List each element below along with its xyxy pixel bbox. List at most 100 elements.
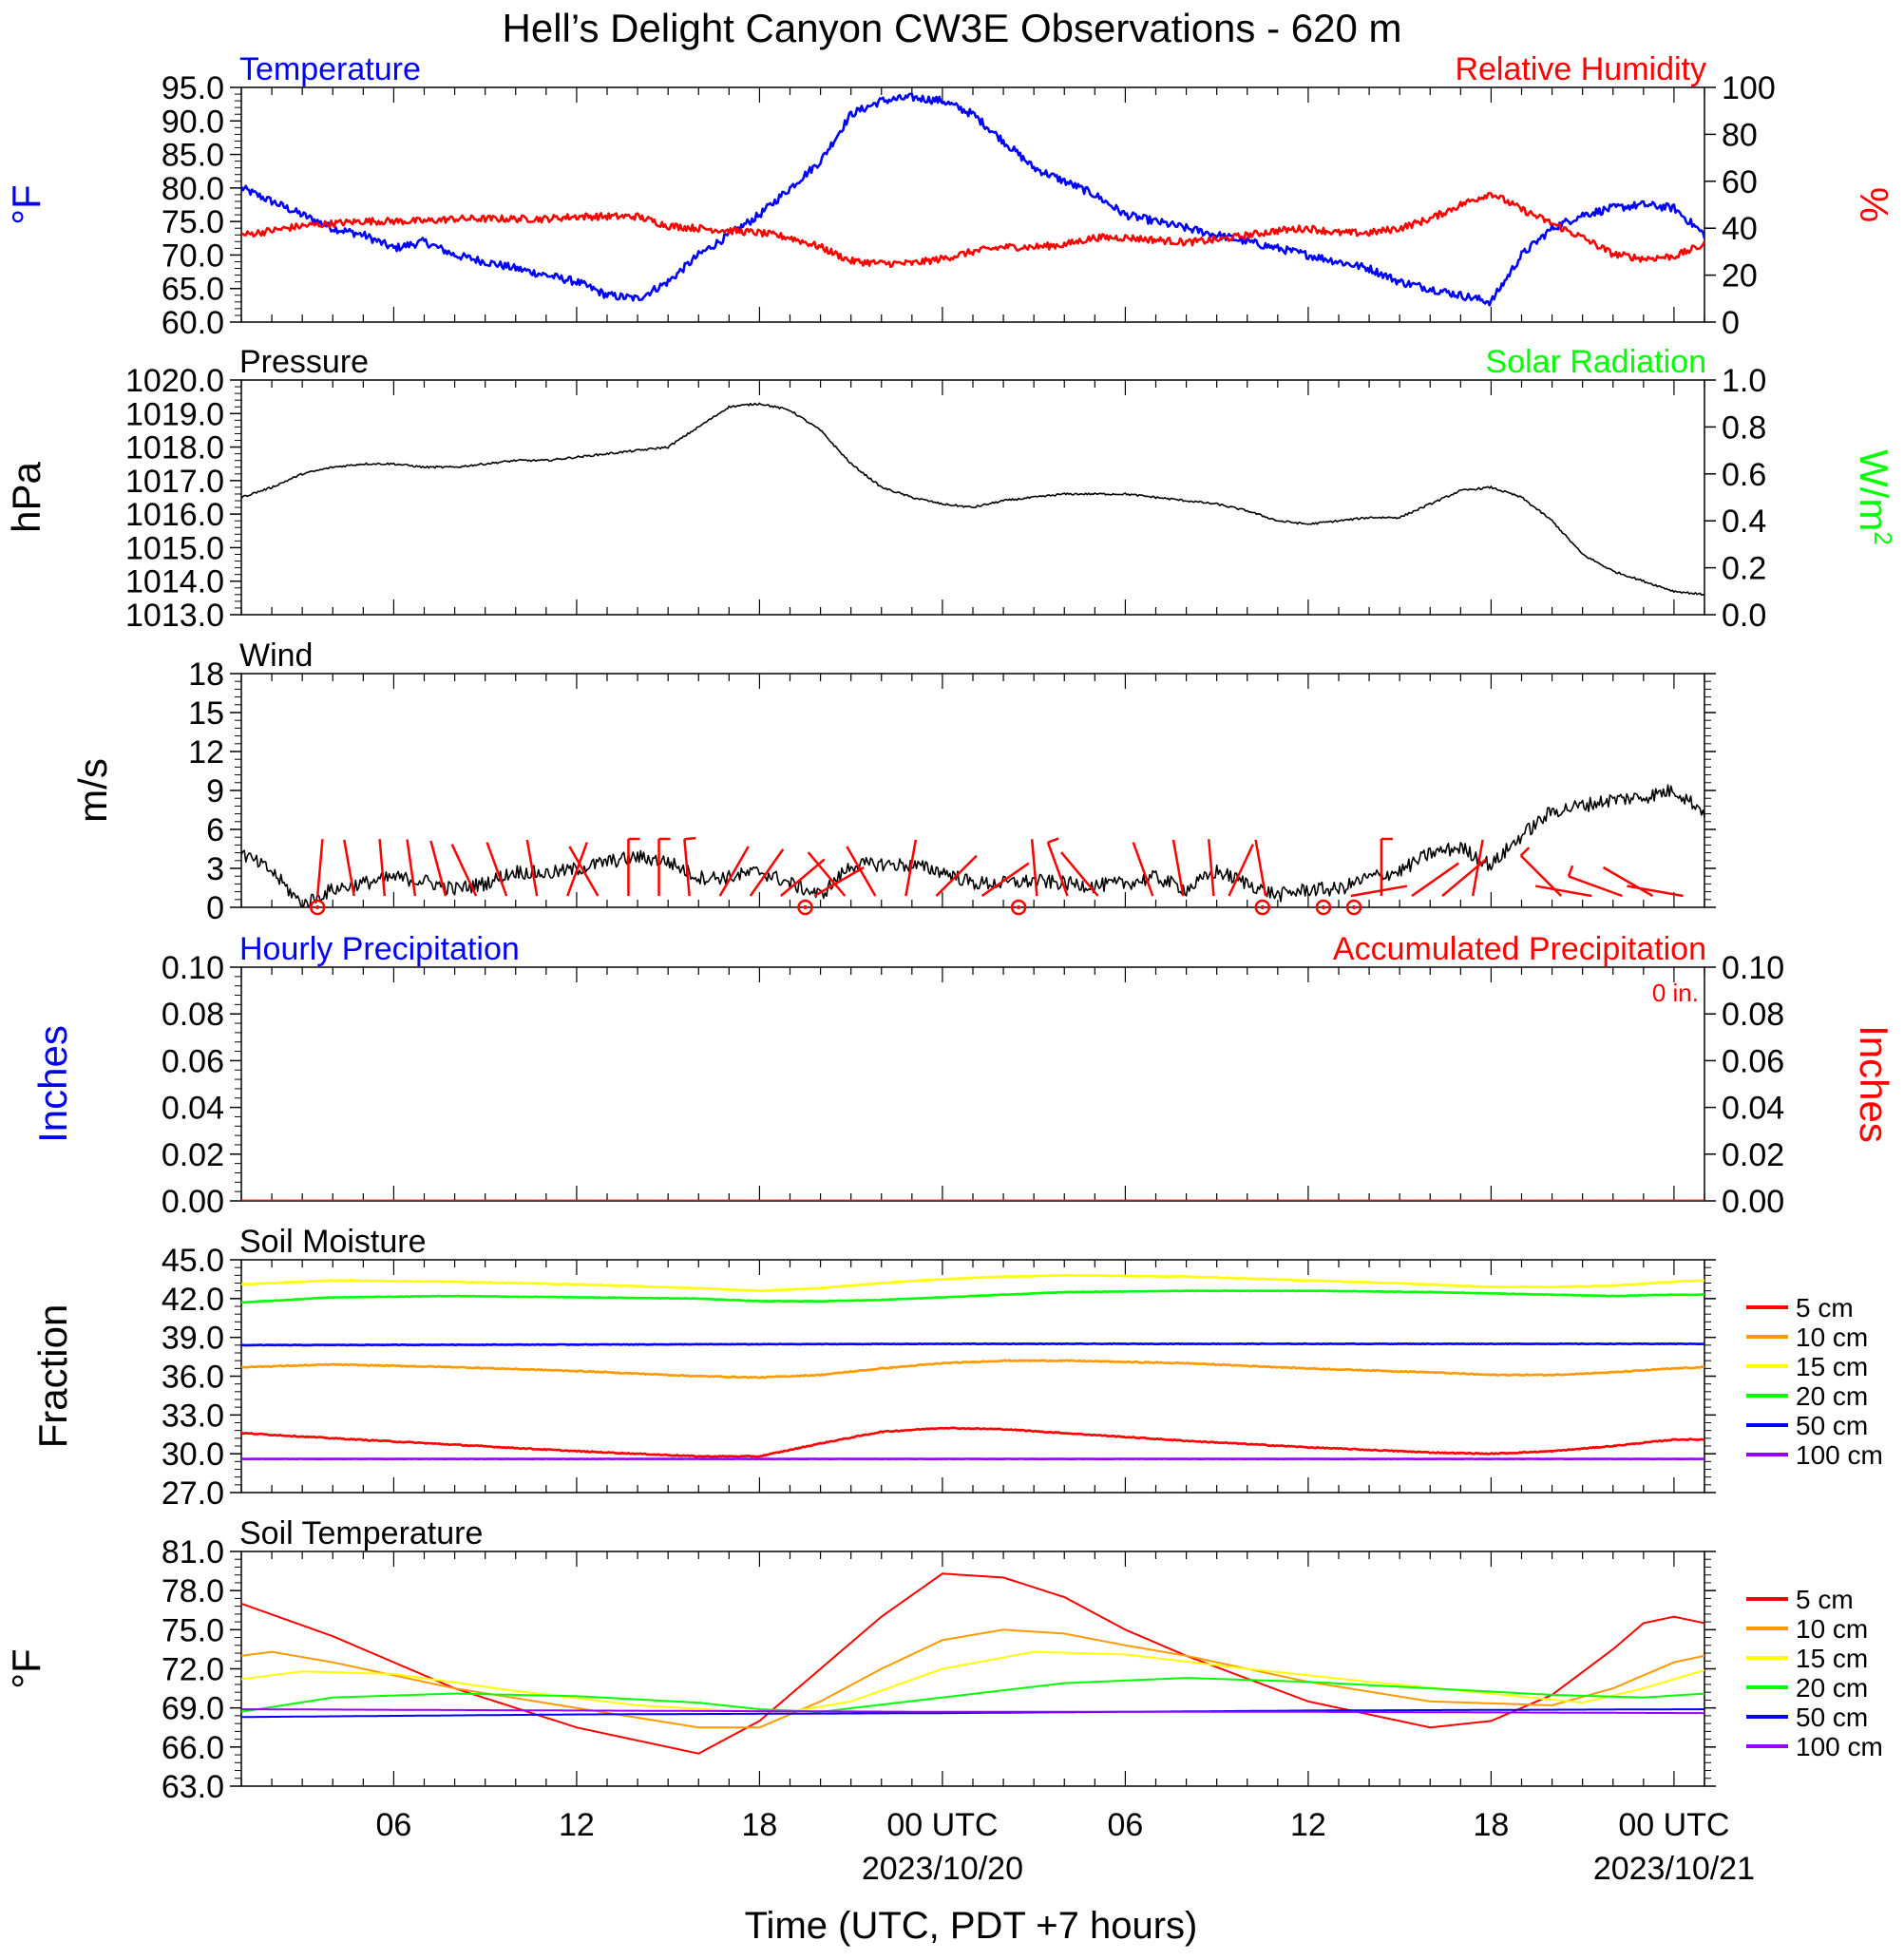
- legend-label: 15 cm: [1796, 1352, 1868, 1381]
- y-axis-title: °F: [4, 184, 48, 224]
- y-right-tick-label: 60: [1722, 164, 1758, 200]
- chart-title: Hell’s Delight Canyon CW3E Observations …: [503, 6, 1402, 50]
- y-tick-label: 0.06: [162, 1043, 224, 1079]
- x-tick-label: 00 UTC: [886, 1807, 998, 1843]
- panel-title-left: Soil Moisture: [239, 1224, 427, 1260]
- y-right-tick-label: 0.10: [1722, 950, 1784, 986]
- y-tick-label: 78.0: [162, 1573, 224, 1609]
- y-tick-label: 1019.0: [125, 396, 224, 432]
- plot-frame: [241, 87, 1704, 322]
- y-right-tick-label: 0.0: [1722, 598, 1766, 634]
- y-right-tick-label: 0.02: [1722, 1137, 1784, 1173]
- panel-pressure: 1020.01019.01018.01017.01016.01015.01014…: [4, 344, 1897, 634]
- y-tick-label: 75.0: [162, 1612, 224, 1648]
- y-tick-label: 30.0: [162, 1437, 224, 1473]
- x-tick-label: 12: [1290, 1807, 1326, 1843]
- legend-label: 5 cm: [1796, 1585, 1854, 1614]
- y-right-tick-label: 0.08: [1722, 997, 1784, 1033]
- wind-barb-feather: [684, 838, 695, 839]
- y-axis-title-right: Inches: [1852, 1025, 1896, 1143]
- y-tick-label: 39.0: [162, 1321, 224, 1357]
- y-right-tick-label: 0.8: [1722, 409, 1766, 446]
- panel-title-left: Soil Temperature: [239, 1515, 483, 1551]
- panel-precip: 0.100.080.060.040.020.000.100.080.060.04…: [30, 931, 1896, 1220]
- legend-label: 15 cm: [1796, 1644, 1868, 1673]
- legend-label: 10 cm: [1796, 1614, 1868, 1644]
- y-right-tick-label: 1.0: [1722, 363, 1766, 399]
- calm-wind-dot: [1017, 905, 1020, 909]
- plot-frame: [241, 967, 1704, 1201]
- legend-label: 5 cm: [1796, 1293, 1854, 1323]
- plot-frame: [241, 1551, 1704, 1786]
- y-tick-label: 0.10: [162, 950, 224, 986]
- y-tick-label: 27.0: [162, 1475, 224, 1512]
- panel-title-left: Wind: [239, 637, 313, 674]
- panel-temp_rh: 95.090.085.080.075.070.065.060.010080604…: [4, 51, 1896, 341]
- y-tick-label: 0.00: [162, 1184, 224, 1220]
- panel-title-right: Solar Radiation: [1486, 344, 1706, 380]
- y-right-tick-label: 0.06: [1722, 1043, 1784, 1079]
- panels: 95.090.085.080.075.070.065.060.010080604…: [4, 51, 1897, 1805]
- panel-title-left: Temperature: [239, 51, 421, 87]
- y-tick-label: 75.0: [162, 204, 224, 240]
- y-tick-label: 0.02: [162, 1137, 224, 1173]
- y-tick-label: 1015.0: [125, 530, 224, 566]
- y-right-tick-label: 100: [1722, 70, 1776, 106]
- y-tick-label: 72.0: [162, 1652, 224, 1688]
- x-tick-label: 12: [559, 1807, 595, 1843]
- y-right-tick-label: 0.4: [1722, 504, 1766, 540]
- y-tick-label: 60.0: [162, 305, 224, 341]
- y-right-tick-label: 40: [1722, 211, 1758, 247]
- y-right-tick-label: 0: [1722, 305, 1740, 341]
- y-axis-title-right: W/m2: [1852, 449, 1897, 545]
- y-tick-label: 18: [188, 657, 224, 693]
- panel-title-left: Pressure: [239, 344, 369, 380]
- calm-wind-dot: [1322, 905, 1325, 909]
- panel-title-right: Relative Humidity: [1455, 51, 1706, 87]
- y-tick-label: 1014.0: [125, 564, 224, 600]
- panel-title-right: Accumulated Precipitation: [1333, 931, 1706, 967]
- calm-wind-dot: [1352, 905, 1356, 909]
- y-tick-label: 9: [206, 773, 224, 809]
- y-tick-label: 15: [188, 695, 224, 732]
- y-tick-label: 90.0: [162, 104, 224, 140]
- y-tick-label: 85.0: [162, 138, 224, 174]
- y-tick-label: 12: [188, 734, 224, 771]
- y-right-tick-label: 0.2: [1722, 551, 1766, 587]
- legend-label: 50 cm: [1796, 1703, 1868, 1732]
- y-tick-label: 66.0: [162, 1730, 224, 1766]
- x-tick-label: 18: [1474, 1807, 1510, 1843]
- legend-label: 10 cm: [1796, 1323, 1868, 1352]
- y-tick-label: 1016.0: [125, 497, 224, 533]
- panel-title-left: Hourly Precipitation: [239, 931, 520, 967]
- legend-label: 20 cm: [1796, 1673, 1868, 1703]
- y-tick-label: 0: [206, 890, 224, 926]
- y-axis-title: °F: [4, 1648, 48, 1688]
- x-axis-title: Time (UTC, PDT +7 hours): [745, 1905, 1198, 1947]
- y-right-tick-label: 0.6: [1722, 457, 1766, 493]
- plot-frame: [241, 380, 1704, 615]
- y-tick-label: 65.0: [162, 272, 224, 308]
- legend-label: 100 cm: [1796, 1732, 1883, 1761]
- y-tick-label: 80.0: [162, 171, 224, 207]
- unit-superscript: 2: [1869, 531, 1897, 544]
- y-axis-title: Inches: [30, 1025, 75, 1143]
- y-right-tick-label: 20: [1722, 258, 1758, 295]
- y-tick-label: 42.0: [162, 1282, 224, 1318]
- y-tick-label: 1017.0: [125, 464, 224, 500]
- legend-label: 100 cm: [1796, 1440, 1883, 1470]
- y-tick-label: 1013.0: [125, 598, 224, 634]
- y-tick-label: 95.0: [162, 70, 224, 106]
- y-tick-label: 36.0: [162, 1360, 224, 1396]
- y-axis-title: hPa: [4, 461, 48, 532]
- y-tick-label: 1020.0: [125, 363, 224, 399]
- y-tick-label: 33.0: [162, 1398, 224, 1434]
- y-axis-title-right: %: [1852, 187, 1896, 222]
